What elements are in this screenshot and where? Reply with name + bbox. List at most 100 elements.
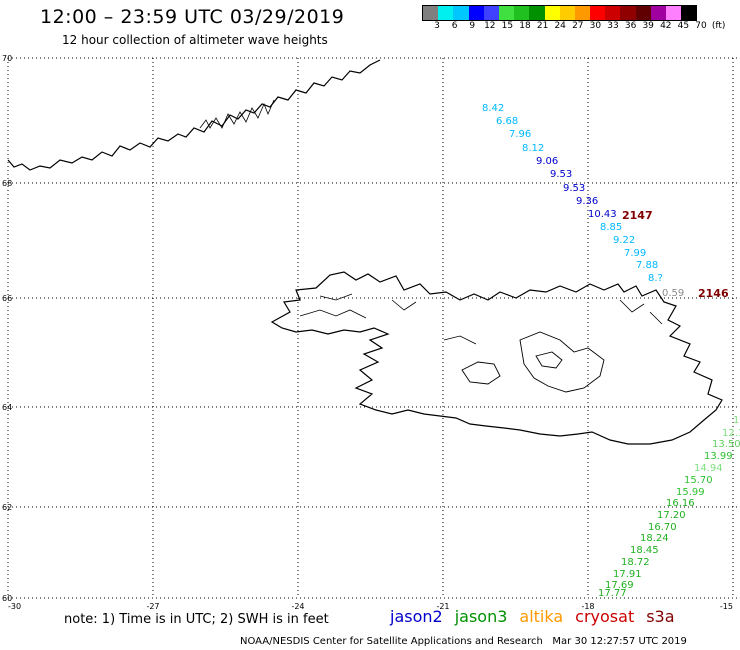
- legend-label: 33: [607, 21, 619, 31]
- pass-label: 2147: [622, 209, 653, 222]
- legend-swatch: [468, 6, 484, 20]
- jason-track-observations: 8.42 6.68 7.96 8.12 9.06 9.53 9.53 9.36 10.43 8.8…: [482, 103, 684, 299]
- satellite-legend-item: jason3: [454, 607, 508, 626]
- credit-text: NOAA/NESDIS Center for Satellite Applica…: [240, 636, 543, 647]
- iceland-glacier: [519, 331, 605, 393]
- wave-height-label: 9.53: [563, 183, 585, 194]
- legend-swatch: [605, 6, 621, 20]
- legend-label: (ft): [711, 21, 726, 31]
- x-tick-label: -15: [720, 602, 733, 611]
- wave-height-label: 14.94: [694, 463, 723, 474]
- wave-height-label: 18.45: [630, 545, 659, 556]
- iceland-lake: [461, 361, 501, 385]
- wave-height-label: 7.96: [509, 129, 531, 140]
- pass-label: 2146: [698, 287, 729, 300]
- wave-height-label: 16.70: [648, 522, 677, 533]
- wave-height-label: 15.99: [676, 487, 705, 498]
- wave-height-label: 8.?: [648, 273, 663, 284]
- x-tick-label: -18: [581, 602, 594, 611]
- satellite-legend-item: cryosat: [575, 607, 635, 626]
- legend-label: 3: [434, 21, 440, 31]
- wave-height-label: 12.9: [733, 415, 740, 426]
- legend-swatch: [423, 6, 439, 20]
- y-tick-label: 60: [2, 594, 12, 603]
- wave-height-label: 17.77: [598, 588, 627, 599]
- legend-swatch: [483, 6, 499, 20]
- iceland-coastline: [270, 271, 723, 445]
- legend-swatch: [681, 6, 697, 20]
- wave-height-label: 17.69: [605, 580, 634, 591]
- legend-swatch: [574, 6, 591, 20]
- wave-height-label: 7.99: [624, 248, 646, 259]
- legend-swatch: [620, 6, 636, 20]
- legend-swatch: [544, 6, 560, 20]
- legend-label: 6: [451, 21, 458, 31]
- legend-swatch: [514, 6, 530, 20]
- legend-label: 27: [572, 21, 584, 31]
- legend-label: 42: [660, 21, 672, 31]
- x-tick-label: -30: [8, 602, 21, 611]
- legend-label: 70: [695, 21, 707, 31]
- wave-height-label: 8.85: [600, 222, 622, 233]
- wave-height-label: 8.42: [482, 103, 504, 114]
- legend-label: 12: [484, 21, 496, 31]
- satellite-legend-item: s3a: [646, 607, 675, 626]
- greenland-coastline-detail: [199, 99, 275, 129]
- wave-height-label: 0.59: [662, 288, 684, 299]
- legend-label: 15: [501, 21, 514, 31]
- greenland-coastline: [7, 59, 381, 171]
- y-tick-label: 64: [2, 403, 12, 412]
- green-track-observations: 12.912.113.5013.9914.9415.7015.9916.1617…: [598, 415, 740, 599]
- wave-height-label: 12.1: [722, 428, 740, 439]
- satellite-legend-item: altika: [519, 607, 564, 626]
- legend-swatch: [453, 6, 469, 20]
- legend-swatch: [635, 6, 651, 20]
- wave-height-label: 8.12: [522, 143, 544, 154]
- legend-label: 24: [554, 21, 566, 31]
- timestamp: Mar 30 12:27:57 UTC 2019: [552, 636, 687, 647]
- y-tick-label: 62: [2, 503, 12, 512]
- color-legend-labels: 3 6 9 12 15 18 21 24 27 30 33 36 39 42 45 70 (ft): [422, 21, 740, 33]
- wave-height-label: 9.53: [550, 169, 572, 180]
- page-title: 12:00 – 23:59 UTC 03/29/2019: [40, 6, 345, 28]
- wave-height-label: 18.72: [621, 557, 650, 568]
- wave-height-label: 17.20: [657, 510, 686, 521]
- wave-height-label: 9.22: [613, 235, 635, 246]
- legend-swatch: [498, 6, 515, 20]
- wave-height-label: 9.36: [576, 196, 598, 207]
- footer-note: note: 1) Time is in UTC; 2) SWH is in fe…: [64, 612, 329, 627]
- legend-label: 39: [642, 21, 654, 31]
- legend-swatch: [438, 6, 454, 20]
- legend-label: 21: [536, 21, 549, 31]
- x-tick-label: -27: [146, 602, 159, 611]
- y-tick-label: 66: [2, 294, 12, 303]
- legend-label: 45: [677, 21, 690, 31]
- x-tick-label: -24: [291, 602, 304, 611]
- iceland-inlet: [299, 293, 663, 345]
- wave-height-label: 13.50: [712, 439, 740, 450]
- wave-height-label: 18.24: [640, 533, 669, 544]
- x-tick-label: -21: [436, 602, 449, 611]
- wave-height-label: 16.16: [666, 498, 695, 509]
- wave-height-label: 10.43: [588, 209, 617, 220]
- legend-swatch: [559, 6, 575, 20]
- color-legend-bar: [422, 5, 698, 21]
- axis-tick-labels: -30 -27 -24 -21 -18 -15 70 68 66 64 62 60: [2, 54, 733, 611]
- iceland-lake: [535, 351, 563, 369]
- legend-label: 30: [589, 21, 602, 31]
- y-tick-label: 68: [2, 179, 12, 188]
- page-subtitle: 12 hour collection of altimeter wave hei…: [62, 33, 328, 47]
- legend-label: 9: [469, 21, 476, 31]
- wave-height-label: 9.06: [536, 156, 558, 167]
- legend-label: 18: [519, 21, 531, 31]
- legend-swatch: [590, 6, 606, 20]
- legend-label: 36: [624, 21, 637, 31]
- y-tick-label: 70: [2, 54, 12, 63]
- wave-height-label: 13.99: [704, 451, 733, 462]
- satellite-legend-item: jason2: [390, 607, 443, 626]
- legend-swatch: [650, 6, 666, 20]
- satellite-legend: jason2 jason3 altika cryosat s3a: [390, 607, 675, 626]
- legend-swatch: [666, 6, 682, 20]
- wave-height-label: 7.88: [636, 260, 658, 271]
